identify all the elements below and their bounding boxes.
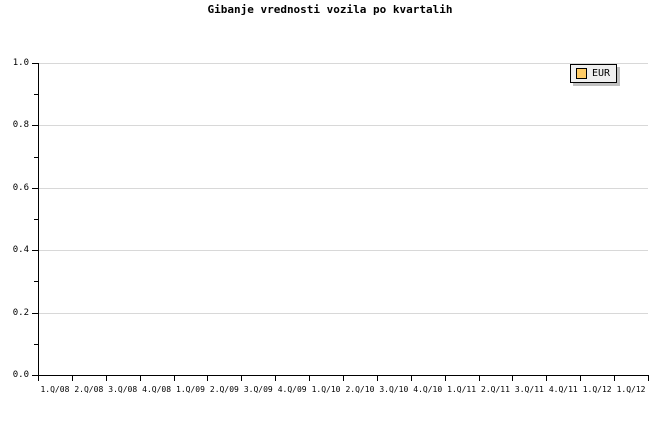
x-axis-label: 3.Q/09 [243,385,273,394]
x-axis-tick [648,376,649,381]
x-axis-tick [275,376,276,381]
gridline [38,312,648,314]
y-axis-tick [32,250,38,252]
x-axis-label: 3.Q/10 [379,385,409,394]
y-axis-tick [32,63,38,64]
legend-label-eur: EUR [592,68,611,79]
x-axis-tick [72,376,73,381]
y-axis-label: 0.0 [12,370,29,380]
y-axis-label: 0.4 [12,245,29,256]
y-axis-tick [32,125,38,127]
y-axis-label: 1.0 [12,58,29,68]
y-axis-minor-tick [34,343,38,345]
x-axis-label: 1.Q/12 [582,385,612,394]
x-axis-label: 4.Q/10 [413,385,443,394]
y-axis-minor-tick [34,156,38,158]
y-axis-tick [32,312,38,314]
x-axis-tick [614,376,615,381]
y-axis-label: 0.8 [12,120,29,131]
x-axis-label: 2.Q/08 [74,385,104,394]
x-axis-label: 2.Q/11 [481,385,510,394]
x-axis-label: 1.Q/12 [616,385,646,394]
gridline [38,187,648,189]
y-axis-minor-tick [34,281,38,283]
gridline [38,63,648,64]
x-axis-tick [580,376,581,381]
y-axis-label: 0.6 [12,182,29,193]
x-axis-label: 2.Q/09 [209,385,239,394]
gridline [38,125,648,127]
y-axis-label: 0.2 [12,307,29,318]
x-axis-tick [546,376,547,381]
y-axis-tick [32,375,38,376]
gridline [38,250,648,252]
x-axis-label: 4.Q/08 [142,385,172,394]
x-axis-tick [106,376,107,381]
legend-swatch-eur [576,68,587,79]
x-axis-label: 1.Q/10 [311,385,341,394]
chart-title: Gibanje vrednosti vozila po kvartalih [207,3,453,16]
plot-area [38,63,648,376]
x-axis-tick [174,376,175,381]
y-axis-minor-tick [34,219,38,220]
x-axis-tick [411,376,412,381]
x-axis-tick [512,376,513,381]
x-axis-tick [241,376,242,381]
x-axis-tick [309,376,310,381]
x-axis-tick [445,376,446,381]
x-axis-label: 3.Q/11 [514,385,544,394]
x-axis-line [38,375,649,376]
x-axis-tick [140,376,141,381]
x-axis-label: 1.Q/11 [447,385,477,394]
x-axis-tick [377,376,378,381]
chart-legend[interactable]: EUR [570,64,618,83]
x-axis-label: 1.Q/09 [176,385,205,394]
x-axis-label: 4.Q/09 [277,385,307,394]
x-axis-tick [479,376,480,381]
x-axis-label: 4.Q/11 [548,385,578,394]
x-axis-tick [207,376,208,381]
x-axis-label: 2.Q/10 [345,385,375,394]
x-axis-label: 3.Q/08 [108,385,138,394]
y-axis-line [38,63,39,376]
x-axis-tick [343,376,344,381]
x-axis-label: 1.Q/08 [40,385,70,394]
y-axis-tick [32,187,38,189]
y-axis-minor-tick [34,94,38,96]
x-axis-tick [38,376,39,381]
